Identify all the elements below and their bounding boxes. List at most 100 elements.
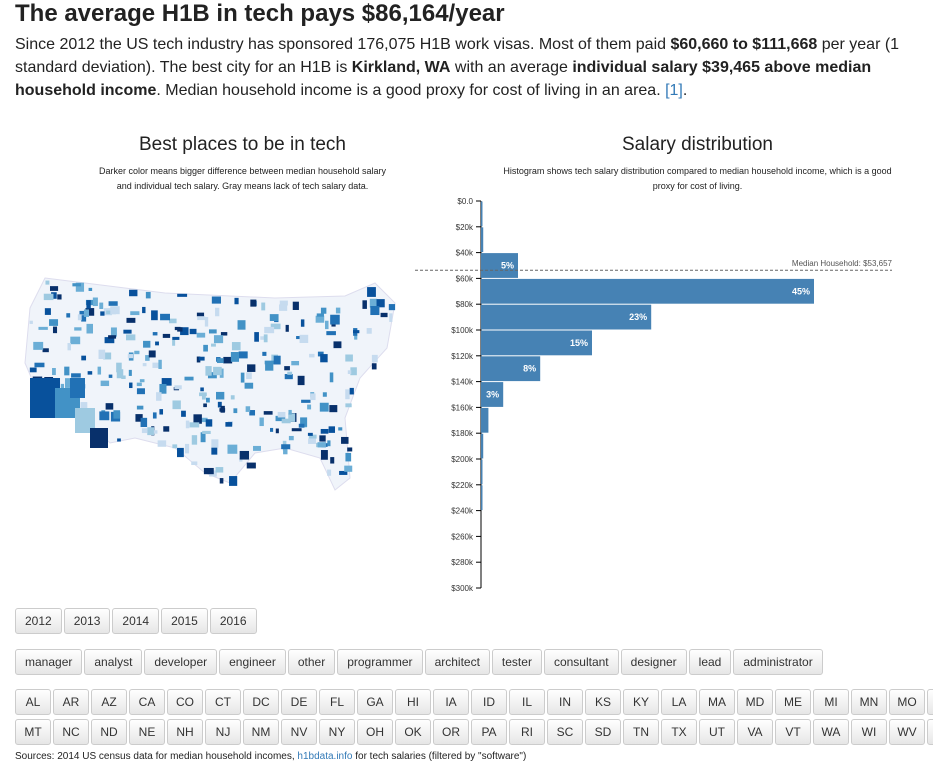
filter-button[interactable]: VA [737, 719, 773, 745]
filter-button[interactable]: CT [205, 689, 241, 715]
filter-button[interactable]: MA [699, 689, 735, 715]
filter-button[interactable]: WV [889, 719, 925, 745]
filter-button[interactable]: OR [433, 719, 469, 745]
county [366, 328, 372, 334]
filter-button[interactable]: MI [813, 689, 849, 715]
filter-button[interactable]: architect [424, 649, 490, 675]
county [320, 307, 327, 314]
county [263, 334, 268, 343]
county [249, 410, 256, 416]
filter-button[interactable]: WI [851, 719, 887, 745]
filter-button[interactable]: NC [53, 719, 89, 745]
source-link[interactable]: h1bdata.info [297, 751, 353, 762]
y-tick-label: $40k [456, 249, 474, 258]
county [283, 444, 288, 455]
county [208, 329, 217, 334]
county [316, 313, 324, 317]
filter-button[interactable]: HI [395, 689, 431, 715]
filter-button[interactable]: OK [395, 719, 431, 745]
filter-button[interactable]: FL [319, 689, 355, 715]
filter-button[interactable]: tester [491, 649, 542, 675]
county [345, 389, 350, 400]
filter-button[interactable]: administrator [733, 649, 823, 675]
filter-button[interactable]: VT [775, 719, 811, 745]
filter-button[interactable]: 2012 [15, 608, 62, 634]
year-buttons: 2012 2013 2014 2015 2016 [15, 608, 257, 634]
filter-button[interactable]: CA [129, 689, 165, 715]
filter-button[interactable]: AZ [91, 689, 127, 715]
filter-button[interactable]: MO [889, 689, 925, 715]
filter-button[interactable]: MN [851, 689, 887, 715]
filter-button[interactable]: DC [243, 689, 279, 715]
filter-button[interactable]: UT [699, 719, 735, 745]
filter-button[interactable]: AR [53, 689, 89, 715]
filter-button[interactable]: KY [623, 689, 659, 715]
county [347, 447, 353, 452]
county [45, 280, 50, 285]
filter-button[interactable]: 2014 [112, 608, 160, 634]
filter-button[interactable]: LA [661, 689, 697, 715]
reference-link[interactable]: [1] [665, 82, 683, 99]
filter-button[interactable]: NH [167, 719, 203, 745]
filter-button[interactable]: KS [585, 689, 621, 715]
filter-button[interactable]: 2013 [63, 608, 111, 634]
county [211, 343, 216, 347]
filter-button[interactable]: SC [547, 719, 583, 745]
filter-button[interactable]: IA [433, 689, 469, 715]
filter-button[interactable]: NV [281, 719, 317, 745]
county [362, 300, 367, 309]
filter-button[interactable]: analyst [84, 649, 143, 675]
county [113, 410, 121, 419]
filter-button[interactable]: MT [15, 719, 51, 745]
filter-button[interactable]: RI [509, 719, 545, 745]
county [344, 465, 353, 472]
filter-button[interactable]: CO [167, 689, 203, 715]
county [216, 358, 224, 364]
filter-button[interactable]: engineer [219, 649, 286, 675]
filter-button[interactable]: ME [775, 689, 811, 715]
filter-button[interactable]: DE [281, 689, 317, 715]
filter-button[interactable]: IL [509, 689, 545, 715]
chart-subtitle: Histogram shows tech salary distribution… [465, 164, 930, 194]
y-tick-label: $300k [451, 584, 474, 593]
county [225, 422, 233, 427]
filter-button[interactable]: GA [357, 689, 393, 715]
filter-button[interactable]: consultant [543, 649, 619, 675]
filter-button[interactable]: NE [129, 719, 165, 745]
filter-button[interactable]: MD [737, 689, 773, 715]
filter-button[interactable]: NJ [205, 719, 241, 745]
filter-button[interactable]: IN [547, 689, 583, 715]
county [121, 375, 126, 379]
filter-button[interactable]: manager [15, 649, 83, 675]
county [49, 319, 59, 326]
sources-text: Sources: 2014 US census data for median … [15, 751, 298, 762]
filter-button[interactable]: 2016 [209, 608, 257, 634]
filter-button[interactable]: MS [927, 689, 933, 715]
filter-button[interactable]: ND [91, 719, 127, 745]
county [328, 426, 336, 433]
filter-button[interactable]: WY [927, 719, 933, 745]
filter-button[interactable]: TX [661, 719, 697, 745]
bar-label: 5% [501, 261, 514, 271]
county [185, 420, 190, 429]
county [317, 351, 324, 357]
filter-button[interactable]: TN [623, 719, 659, 745]
filter-button[interactable]: PA [471, 719, 507, 745]
filter-button[interactable]: other [287, 649, 336, 675]
filter-button[interactable]: ID [471, 689, 507, 715]
county [130, 311, 140, 316]
county [239, 450, 250, 460]
filter-button[interactable]: developer [144, 649, 218, 675]
filter-button[interactable]: designer [620, 649, 687, 675]
intro-text: . [682, 82, 688, 99]
county [300, 417, 308, 427]
filter-button[interactable]: 2015 [161, 608, 208, 634]
filter-button[interactable]: lead [688, 649, 732, 675]
filter-button[interactable]: NM [243, 719, 279, 745]
filter-button[interactable]: WA [813, 719, 849, 745]
filter-button[interactable]: NY [319, 719, 355, 745]
filter-button[interactable]: AL [15, 689, 51, 715]
filter-button[interactable]: OH [357, 719, 393, 745]
filter-button[interactable]: SD [585, 719, 621, 745]
filter-button[interactable]: programmer [337, 649, 423, 675]
